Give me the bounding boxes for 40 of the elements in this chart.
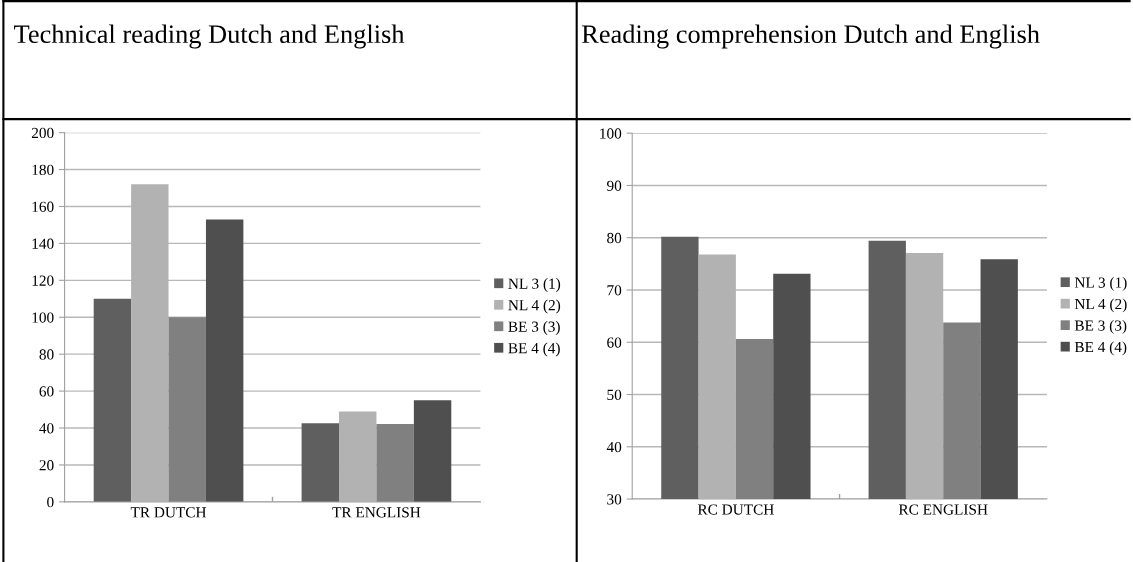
y-tick-label: 100 bbox=[32, 312, 54, 323]
y-tick-label: 120 bbox=[32, 275, 54, 286]
y-tick-label: 20 bbox=[39, 460, 54, 471]
bar bbox=[339, 411, 377, 502]
x-tick-label: RC DUTCH bbox=[697, 504, 774, 515]
y-tick-label: 140 bbox=[32, 238, 54, 249]
y-tick-label: 50 bbox=[607, 389, 622, 400]
bar bbox=[301, 423, 340, 502]
y-tick-label: 30 bbox=[607, 494, 622, 505]
legend-label: NL 4 (2) bbox=[508, 299, 561, 314]
y-tick-label: 70 bbox=[607, 285, 622, 296]
bar bbox=[413, 400, 452, 502]
bar bbox=[205, 219, 244, 502]
bar bbox=[168, 317, 206, 502]
legend-label: NL 3 (1) bbox=[508, 278, 561, 292]
legend-label: NL 3 (1) bbox=[1074, 276, 1127, 291]
legend-label: BE 3 (3) bbox=[508, 321, 560, 335]
y-tick-label: 60 bbox=[607, 337, 622, 348]
legend-label: BE 4 (4) bbox=[508, 342, 560, 357]
y-tick-label: 60 bbox=[39, 386, 54, 397]
x-tick-label: TR DUTCH bbox=[130, 507, 207, 518]
y-tick-label: 180 bbox=[32, 164, 54, 176]
y-tick-label: 160 bbox=[32, 201, 54, 212]
legend-label: BE 3 (3) bbox=[1074, 319, 1127, 334]
y-tick-label: 80 bbox=[39, 349, 54, 360]
legend-label: BE 4 (4) bbox=[1074, 341, 1127, 356]
chart-title: Technical reading Dutch and English bbox=[14, 24, 405, 49]
y-tick-label: 90 bbox=[607, 180, 622, 191]
y-tick-label: 80 bbox=[607, 232, 622, 244]
x-tick-label: TR ENGLISH bbox=[332, 507, 421, 518]
y-tick-label: 100 bbox=[600, 128, 622, 139]
legend-label: NL 4 (2) bbox=[1074, 298, 1127, 313]
y-tick-label: 40 bbox=[606, 441, 622, 453]
y-tick-label: 40 bbox=[39, 423, 54, 434]
y-tick-label: 200 bbox=[31, 127, 54, 139]
bar bbox=[93, 298, 132, 502]
x-tick-label: RC ENGLISH bbox=[898, 504, 988, 515]
chart-title: Reading comprehension Dutch and English bbox=[581, 24, 1040, 49]
y-tick-label: 0 bbox=[47, 497, 54, 508]
bar bbox=[376, 423, 414, 502]
